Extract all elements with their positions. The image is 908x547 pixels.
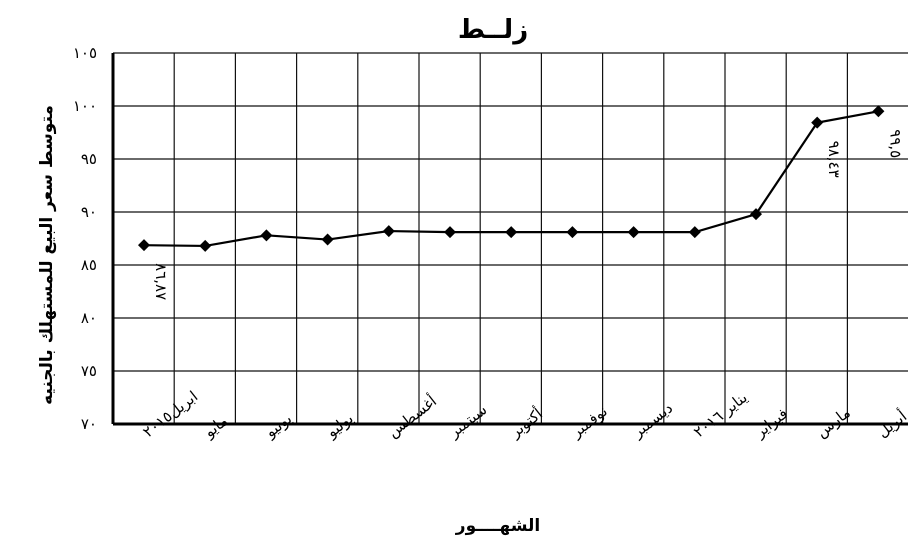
- x-tick-label: ديسمبر: [628, 399, 676, 442]
- y-tick-label: ١٠٥: [73, 44, 97, 62]
- y-tick-label: ٩٥: [81, 150, 97, 168]
- x-tick-label: يناير ٢٠١٦: [690, 388, 751, 441]
- x-tick-label: نوفمبر: [567, 402, 611, 442]
- data-point: [811, 116, 824, 129]
- data-point: [321, 233, 334, 246]
- data-labels: ٨٦,٨٧ ٩٨,٤٣ ٩٩,٥: [152, 129, 904, 300]
- x-tick-label: أغسطس: [384, 391, 440, 441]
- data-point: [750, 208, 762, 221]
- axes: [111, 53, 908, 426]
- x-tick-label: فبراير: [751, 404, 792, 441]
- data-point: [138, 239, 150, 252]
- data-label: ٨٦,٨٧: [152, 263, 170, 300]
- data-point: [444, 226, 456, 239]
- x-tick-label: يوليو: [322, 409, 357, 442]
- chart-title: زلــط: [458, 15, 528, 45]
- y-ticks: ٧٠ ٧٥ ٨٠ ٨٥ ٩٠ ٩٥ ١٠٠ ١٠٥: [73, 44, 97, 433]
- series: [138, 105, 885, 252]
- data-point: [199, 239, 212, 252]
- x-axis-label: الشهــــور: [455, 516, 540, 536]
- y-tick-label: ٧٥: [81, 362, 97, 380]
- data-point: [566, 226, 579, 239]
- data-point: [260, 229, 273, 242]
- y-tick-label: ٩٠: [81, 203, 97, 221]
- x-tick-label: أبريل: [873, 406, 908, 441]
- series-line: [143, 110, 879, 248]
- data-point: [505, 226, 518, 239]
- data-label: ٩٨,٤٣: [825, 141, 843, 178]
- y-tick-label: ٧٠: [81, 415, 97, 433]
- x-tick-label: يونيو: [261, 409, 295, 441]
- y-tick-label: ٨٥: [81, 256, 97, 274]
- data-point: [872, 105, 885, 118]
- x-tick-label: ابريل٢٠١٥: [139, 387, 201, 441]
- x-tick-label: مايو: [200, 412, 231, 442]
- data-point: [627, 226, 640, 239]
- y-tick-label: ١٠٠: [73, 97, 97, 115]
- data-point: [688, 226, 701, 239]
- data-label: ٩٩,٥: [886, 129, 904, 158]
- data-point: [382, 225, 395, 238]
- x-tick-label: أكتوبر: [505, 404, 546, 442]
- y-tick-label: ٨٠: [81, 309, 97, 327]
- y-axis-label: متوسط سعر البيع للمستهلك بالجنيه: [37, 105, 57, 405]
- grid: [113, 52, 908, 424]
- x-tick-label: سبتمبر: [445, 400, 491, 441]
